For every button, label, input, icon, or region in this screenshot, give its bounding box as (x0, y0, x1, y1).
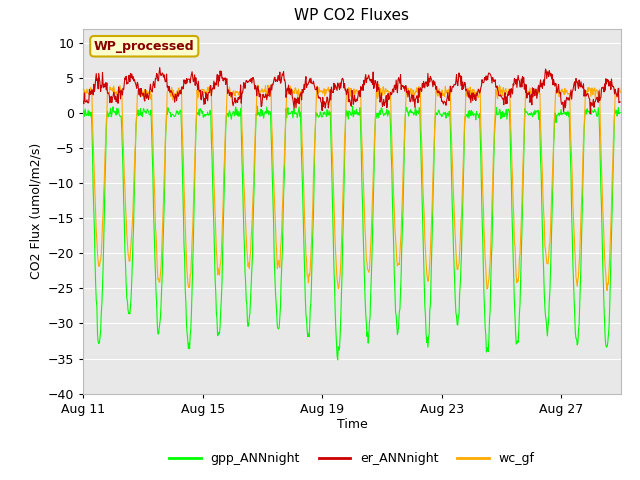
Legend: gpp_ANNnight, er_ANNnight, wc_gf: gpp_ANNnight, er_ANNnight, wc_gf (164, 447, 540, 470)
Text: WP_processed: WP_processed (94, 40, 195, 53)
X-axis label: Time: Time (337, 419, 367, 432)
Title: WP CO2 Fluxes: WP CO2 Fluxes (294, 9, 410, 24)
Y-axis label: CO2 Flux (umol/m2/s): CO2 Flux (umol/m2/s) (29, 143, 42, 279)
